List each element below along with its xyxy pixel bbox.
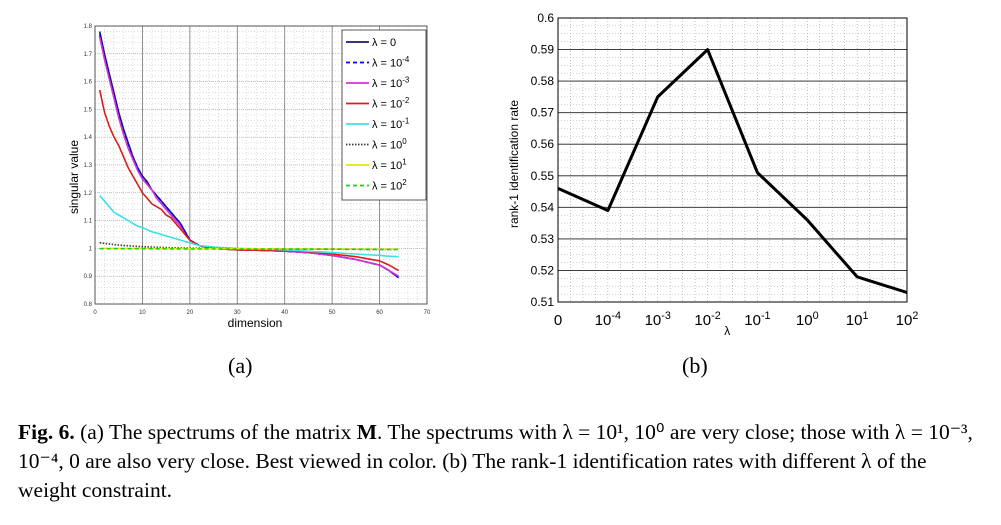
y-axis-label: rank-1 identification rate <box>507 100 521 228</box>
y-tick-label: 1.4 <box>84 135 93 141</box>
y-tick-label: 0.58 <box>531 74 555 88</box>
x-tick-label: 20 <box>187 310 194 316</box>
x-tick-label: 10-3 <box>645 310 671 329</box>
y-tick-label: 1.8 <box>84 24 93 30</box>
x-tick-label: 101 <box>846 310 869 329</box>
y-tick-label: 1.6 <box>84 80 93 86</box>
x-tick-label: 60 <box>376 310 383 316</box>
x-tick-label: 10-4 <box>595 310 621 329</box>
series-line-4 <box>99 195 399 258</box>
caption-fig-label: Fig. 6. <box>18 420 75 444</box>
x-tick-label: 100 <box>796 310 819 329</box>
y-tick-label: 0.57 <box>531 106 555 120</box>
y-tick-label: 0.59 <box>531 43 555 57</box>
y-tick-label: 0.9 <box>84 274 93 280</box>
y-tick-label: 0.55 <box>531 169 555 183</box>
y-tick-label: 0.52 <box>531 263 555 277</box>
legend-label-4: λ = 10-1 <box>372 117 410 131</box>
y-tick-label: 0.51 <box>531 295 555 309</box>
x-tick-label: 10-1 <box>744 310 770 329</box>
caption-text-1: (a) The spectrums of the matrix <box>74 420 357 444</box>
y-tick-label: 1.1 <box>84 219 93 225</box>
figure-caption: Fig. 6. (a) The spectrums of the matrix … <box>18 418 978 505</box>
series-line-2 <box>98 36 399 277</box>
legend-label-7: λ = 102 <box>372 178 407 192</box>
x-tick-label: 0 <box>554 312 562 329</box>
x-tick-label: 102 <box>896 310 919 329</box>
legend: λ = 0 λ = 10-4 λ = 10-3 λ = 10-2 λ = 10-1 λ =… <box>341 29 427 201</box>
legend-label-5: λ = 100 <box>372 137 407 151</box>
identification-rate-chart: 0.51 0.52 0.53 0.54 0.55 0.56 0.57 0.58 0.59 0.6 0… <box>500 6 920 348</box>
x-tick-label: 10-2 <box>694 310 720 329</box>
y-tick-label: 1.2 <box>84 191 93 197</box>
legend-label-6: λ = 101 <box>372 158 407 172</box>
caption-text-2: . The spectrums with λ = 10¹, 10⁰ are ve… <box>18 420 973 502</box>
plot-frame <box>557 17 908 303</box>
y-tick-label: 0.56 <box>531 137 555 151</box>
subfigure-label-a: (a) <box>228 353 253 378</box>
legend-label-0: λ = 0 <box>372 37 396 49</box>
subfigure-label-b: (b) <box>682 353 708 378</box>
series-line <box>557 48 908 294</box>
y-tick-label: 1.7 <box>84 52 93 58</box>
y-tick-label: 1 <box>89 246 93 252</box>
y-tick-label: 1.3 <box>84 163 93 169</box>
legend-box <box>341 29 427 201</box>
x-axis-label: λ <box>724 324 730 338</box>
x-tick-label: 30 <box>234 310 241 316</box>
x-tick-label: 0 <box>93 310 97 316</box>
y-tick-label: 0.53 <box>531 232 555 246</box>
x-tick-label: 10 <box>139 310 146 316</box>
legend-label-3: λ = 10-2 <box>372 96 409 110</box>
plot-frame <box>94 25 428 305</box>
caption-matrix: M <box>356 420 378 444</box>
x-axis-label: dimension <box>228 316 283 330</box>
y-tick-label: 1.5 <box>84 107 93 113</box>
y-tick-label: 0.8 <box>84 302 93 308</box>
series-line-7 <box>99 247 399 251</box>
y-tick-label: 0.54 <box>531 200 555 214</box>
y-tick-label: 0.6 <box>537 11 554 25</box>
x-tick-label: 50 <box>329 310 336 316</box>
y-axis-label: singular value <box>67 140 81 214</box>
singular-value-chart: 0 10 20 30 40 50 60 70 0.8 0.9 1 1.1 1.2 1.3 1.4 1.5 1.6… <box>60 18 440 338</box>
legend-label-2: λ = 10-3 <box>372 76 410 90</box>
x-tick-label: 40 <box>281 310 288 316</box>
legend-label-1: λ = 10-4 <box>372 55 410 69</box>
x-tick-label: 70 <box>424 310 431 316</box>
